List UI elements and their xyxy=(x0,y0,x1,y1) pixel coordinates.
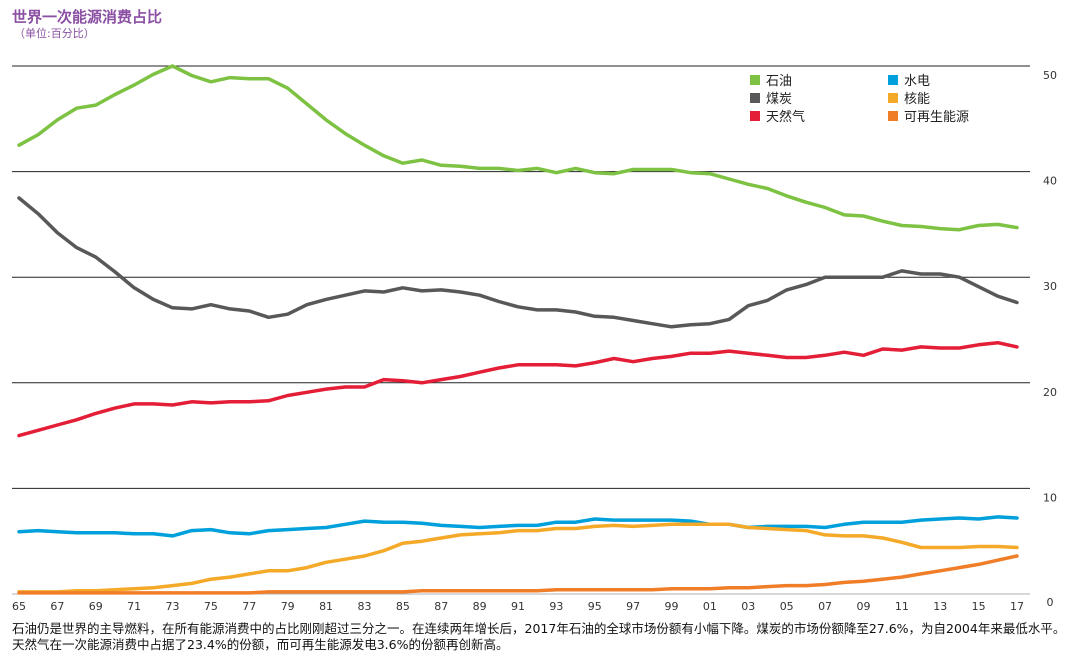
x-tick-label-79: 79 xyxy=(281,600,295,613)
x-tick-label-07: 07 xyxy=(818,600,832,613)
x-tick-label-85: 85 xyxy=(396,600,410,613)
legend-swatch-煤炭 xyxy=(750,93,760,103)
y-tick-label-0: 0 xyxy=(1047,596,1054,609)
chart-title: 世界一次能源消费占比 xyxy=(12,8,163,26)
legend-swatch-石油 xyxy=(750,75,760,85)
x-axis-ticks: 65 67 69 71 73 75 77 79 81 83 85 87 89 91 93 95 97 99 01 03… xyxy=(12,600,1024,613)
series-line-核能 xyxy=(17,522,1019,594)
x-tick-label-15: 15 xyxy=(972,600,986,613)
legend-swatch-可再生能源 xyxy=(888,111,898,121)
y-tick-label-50: 50 xyxy=(1043,69,1057,82)
x-tick-label-01: 01 xyxy=(703,600,717,613)
legend-label-天然气: 天然气 xyxy=(766,109,805,125)
x-tick-label-99: 99 xyxy=(665,600,679,613)
legend-swatch-核能 xyxy=(888,93,898,103)
x-tick-label-81: 81 xyxy=(319,600,333,613)
chart-caption: 石油仍是世界的主导燃料，在所有能源消费中的占比刚刚超过三分之一。在连续两年增长后… xyxy=(12,621,1066,652)
chart-subtitle: （单位:百分比） xyxy=(14,27,95,40)
x-tick-label-09: 09 xyxy=(856,600,870,613)
x-tick-label-93: 93 xyxy=(549,600,563,613)
legend-swatch-天然气 xyxy=(750,111,760,121)
legend-swatch-水电 xyxy=(888,75,898,85)
x-tick-label-91: 91 xyxy=(511,600,525,613)
x-tick-label-75: 75 xyxy=(204,600,218,613)
x-tick-label-73: 73 xyxy=(166,600,180,613)
x-tick-label-83: 83 xyxy=(357,600,371,613)
y-axis-ticks: 0 10 20 30 40 50 xyxy=(1043,69,1057,609)
series-layer xyxy=(17,64,1019,595)
x-tick-label-67: 67 xyxy=(50,600,64,613)
x-tick-label-97: 97 xyxy=(626,600,640,613)
legend-label-石油: 石油 xyxy=(766,74,792,89)
legend-label-核能: 核能 xyxy=(904,92,930,107)
x-tick-label-17: 17 xyxy=(1010,600,1024,613)
y-tick-label-40: 40 xyxy=(1043,175,1057,188)
y-tick-label-30: 30 xyxy=(1043,280,1057,293)
x-tick-label-69: 69 xyxy=(89,600,103,613)
series-line-石油 xyxy=(17,64,1019,232)
x-tick-label-89: 89 xyxy=(473,600,487,613)
x-tick-label-03: 03 xyxy=(741,600,755,613)
legend-label-可再生能源: 可再生能源 xyxy=(904,110,969,125)
series-line-煤炭 xyxy=(17,196,1019,329)
y-tick-label-10: 10 xyxy=(1043,491,1057,504)
series-line-天然气 xyxy=(17,340,1019,438)
legend-label-煤炭: 煤炭 xyxy=(766,92,792,107)
y-tick-label-20: 20 xyxy=(1043,386,1057,399)
x-tick-label-65: 65 xyxy=(12,600,26,613)
legend-label-水电: 水电 xyxy=(904,74,930,89)
series-line-可再生能源 xyxy=(17,554,1019,595)
x-tick-label-11: 11 xyxy=(895,600,909,613)
x-tick-label-05: 05 xyxy=(780,600,794,613)
x-tick-label-71: 71 xyxy=(127,600,141,613)
x-tick-label-87: 87 xyxy=(434,600,448,613)
x-tick-label-77: 77 xyxy=(242,600,256,613)
x-tick-label-13: 13 xyxy=(933,600,947,613)
series-line-水电 xyxy=(17,515,1019,538)
x-tick-label-95: 95 xyxy=(588,600,602,613)
grid-layer xyxy=(12,65,1030,595)
